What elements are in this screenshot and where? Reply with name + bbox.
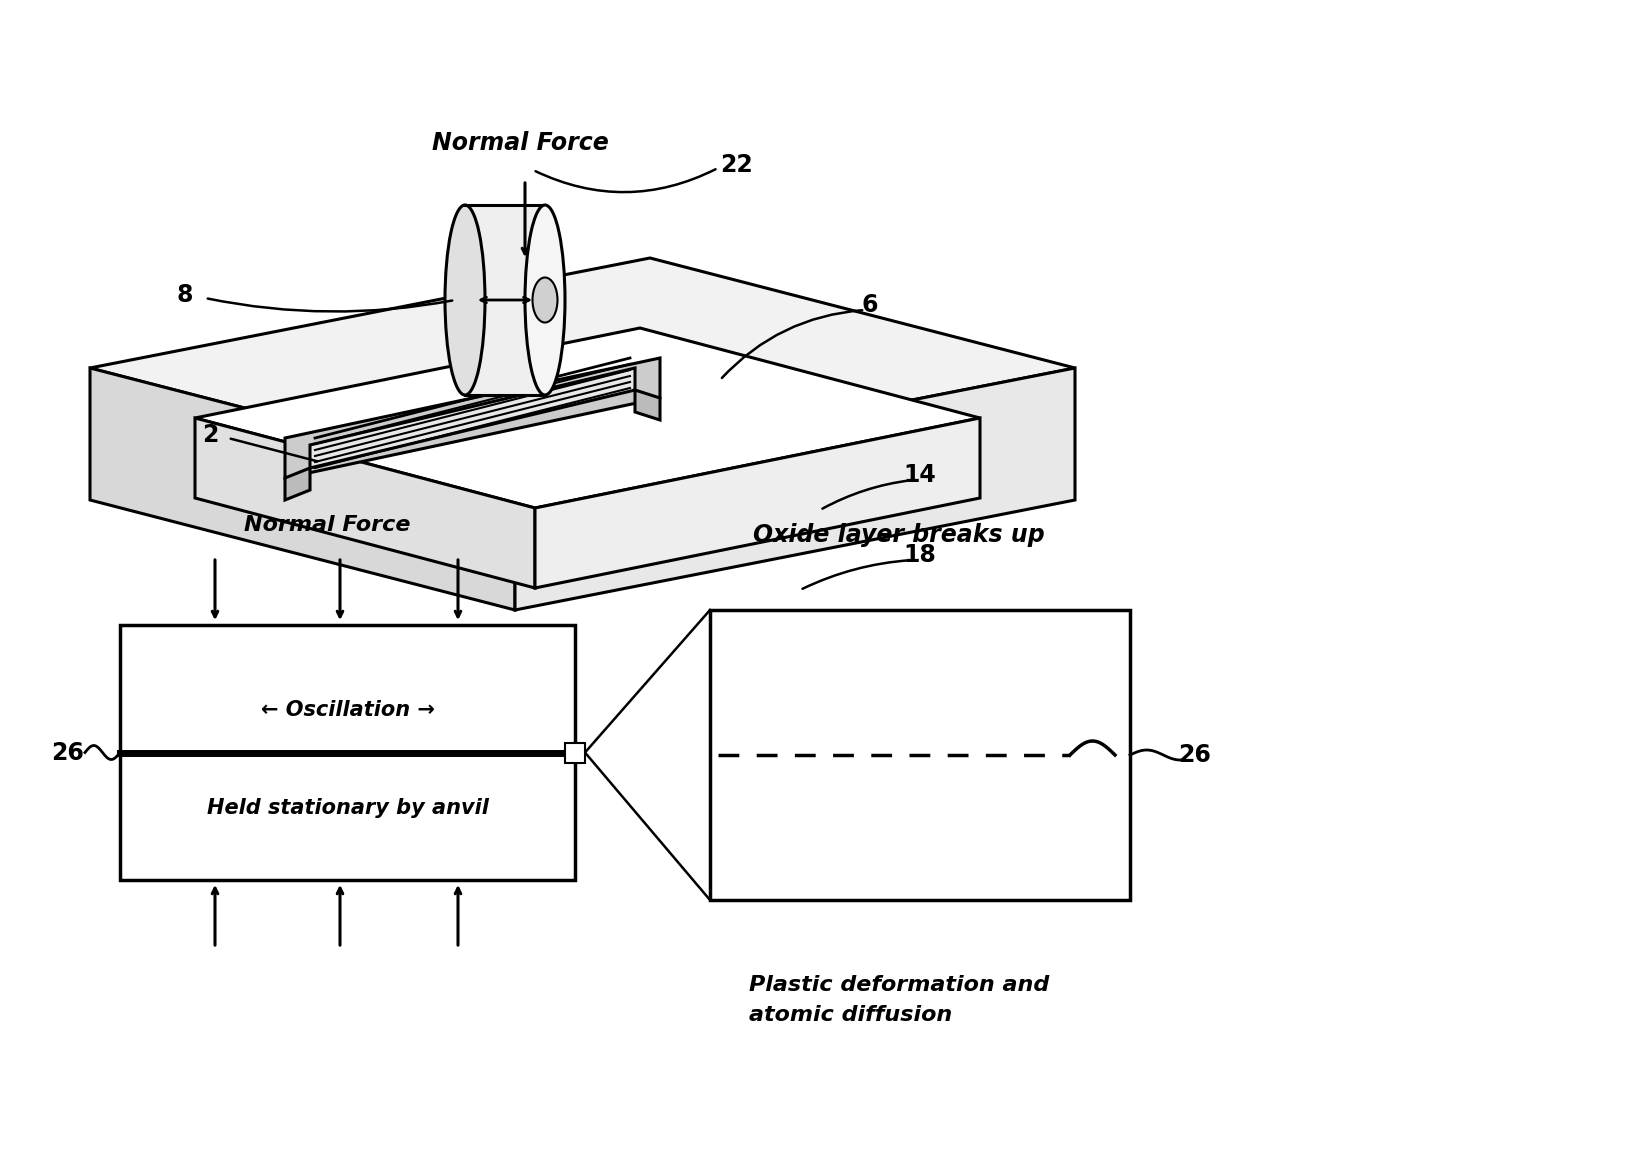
Polygon shape <box>466 205 546 395</box>
Ellipse shape <box>444 205 485 395</box>
Polygon shape <box>90 368 515 610</box>
Polygon shape <box>310 368 636 468</box>
Text: 26: 26 <box>52 741 85 764</box>
Text: Oxide layer breaks up: Oxide layer breaks up <box>753 523 1044 547</box>
Ellipse shape <box>525 205 565 395</box>
Text: 26: 26 <box>1178 743 1211 766</box>
Polygon shape <box>194 328 980 507</box>
Polygon shape <box>194 418 534 588</box>
Polygon shape <box>119 625 575 880</box>
Text: Plastic deformation and
atomic diffusion: Plastic deformation and atomic diffusion <box>748 975 1049 1024</box>
Polygon shape <box>636 390 660 420</box>
Polygon shape <box>711 610 1131 901</box>
Text: Normal Force: Normal Force <box>243 516 410 535</box>
Text: 8: 8 <box>176 283 193 307</box>
Text: 18: 18 <box>904 543 936 566</box>
Polygon shape <box>284 468 310 501</box>
Polygon shape <box>90 258 1075 477</box>
Text: ← Oscillation →: ← Oscillation → <box>260 701 435 720</box>
Polygon shape <box>515 368 1075 610</box>
Text: 22: 22 <box>721 153 753 177</box>
Text: 2: 2 <box>203 423 219 447</box>
Polygon shape <box>565 742 585 763</box>
Text: 6: 6 <box>861 292 877 317</box>
Text: Held stationary by anvil: Held stationary by anvil <box>206 798 489 817</box>
Text: 14: 14 <box>904 464 936 487</box>
Polygon shape <box>284 358 660 477</box>
Ellipse shape <box>533 277 557 323</box>
Text: Normal Force: Normal Force <box>431 131 608 155</box>
Polygon shape <box>534 418 980 588</box>
